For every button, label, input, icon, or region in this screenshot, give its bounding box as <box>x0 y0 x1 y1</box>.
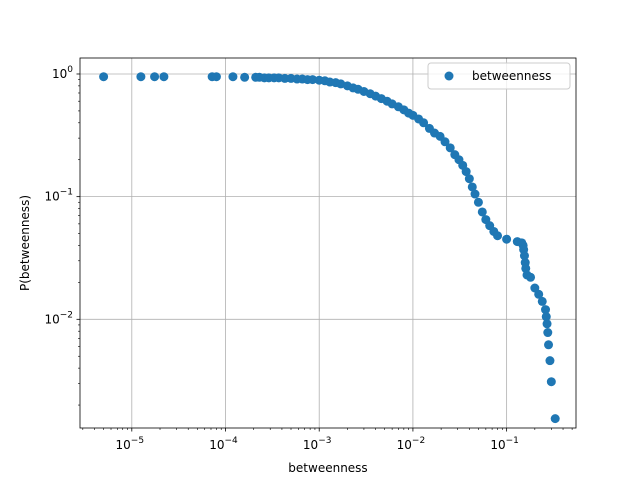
data-point <box>467 182 477 192</box>
data-point <box>308 75 318 85</box>
plot-frame <box>79 57 577 429</box>
data-point <box>473 197 483 207</box>
data-point <box>461 167 471 177</box>
legend-marker <box>444 71 454 81</box>
data-point <box>546 377 556 387</box>
data-point <box>493 231 503 241</box>
data-point <box>543 328 553 338</box>
data-point <box>550 414 560 424</box>
data-point <box>519 251 529 261</box>
data-point <box>99 72 109 82</box>
data-point <box>537 296 547 306</box>
data-point <box>228 72 238 82</box>
legend: betweenness <box>427 62 571 90</box>
data-point <box>240 72 250 82</box>
data-point <box>419 118 429 128</box>
data-points <box>99 72 560 424</box>
data-point <box>464 174 474 184</box>
data-point <box>150 72 160 82</box>
data-point <box>502 234 512 244</box>
data-point <box>477 207 487 217</box>
data-point <box>136 72 146 82</box>
data-point <box>159 72 169 82</box>
legend-box <box>427 62 571 90</box>
data-point <box>534 289 544 299</box>
legend-label: betweenness <box>472 69 551 83</box>
x-axis-label: betweenness <box>288 461 367 475</box>
data-point <box>440 137 450 147</box>
data-point <box>541 305 551 315</box>
data-point <box>544 340 554 350</box>
data-point <box>526 272 536 282</box>
data-point <box>211 72 221 82</box>
data-point <box>470 189 480 199</box>
data-point <box>545 356 555 366</box>
y-axis-label: P(betweenness) <box>18 195 32 291</box>
data-point <box>541 312 551 322</box>
data-point <box>542 319 552 329</box>
data-point <box>445 143 455 153</box>
